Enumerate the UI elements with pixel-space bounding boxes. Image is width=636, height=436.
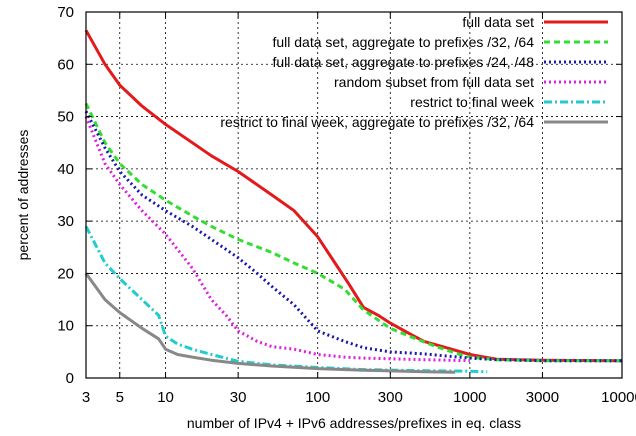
y-tick-label: 70 (57, 4, 74, 21)
x-tick-label: 5 (116, 389, 124, 406)
grid (86, 12, 622, 378)
legend: full data set full data set, aggregate to… (220, 14, 608, 130)
legend-label: restrict to final week, aggregate to pre… (220, 114, 534, 130)
y-tick-label: 40 (57, 161, 74, 178)
series-line-4 (84, 116, 470, 363)
x-tick-label: 300 (378, 389, 403, 406)
x-tick-label: 3000 (526, 389, 559, 406)
y-tick-label: 20 (57, 265, 74, 282)
series-line-6 (84, 272, 456, 374)
series-line-1 (84, 29, 623, 363)
y-tick-label: 30 (57, 213, 74, 230)
legend-label: random subset from full data set (334, 74, 534, 90)
x-tick-label: 30 (230, 389, 247, 406)
x-tick-label: 100 (305, 389, 330, 406)
series-line-2 (84, 102, 622, 363)
y-axis-title: percent of addresses (15, 130, 31, 261)
x-tick-label: 3 (82, 389, 90, 406)
legend-label: full data set (462, 14, 534, 30)
x-axis-title: number of IPv4 + IPv6 addresses/prefixes… (187, 415, 521, 431)
series-line-5 (84, 225, 488, 374)
legend-label: restrict to final week (410, 94, 535, 110)
legend-label: full data set, aggregate to prefixes /32… (272, 34, 534, 50)
series-lines (84, 29, 623, 374)
y-tick-label: 50 (57, 109, 74, 126)
plot-frame (85, 11, 623, 379)
x-tick-label: 1000 (453, 389, 486, 406)
legend-label: full data set, aggregate to prefixes /24… (272, 54, 534, 70)
y-tick-label: 0 (66, 370, 74, 387)
series-line-3 (84, 110, 622, 363)
y-tick-label: 60 (57, 56, 74, 73)
x-tick-label: 10 (157, 389, 174, 406)
y-tick-label: 10 (57, 318, 74, 335)
